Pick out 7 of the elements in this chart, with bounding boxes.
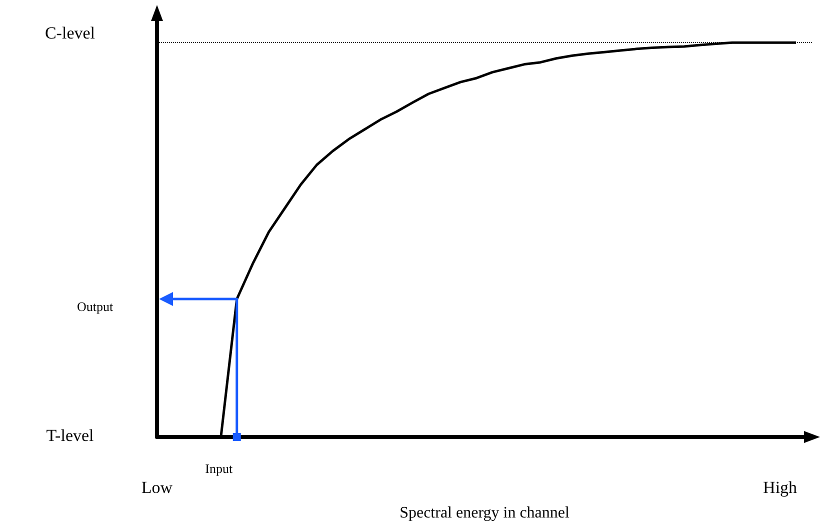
text: Output — [76, 298, 114, 314]
x-tick-label: High — [763, 478, 798, 497]
text: C-level — [44, 24, 96, 43]
text: Input — [205, 460, 233, 476]
x-axis-title: Spectral energy in channel — [400, 504, 570, 522]
x-tick-label: Low — [141, 478, 174, 497]
text: T-level — [46, 426, 94, 445]
